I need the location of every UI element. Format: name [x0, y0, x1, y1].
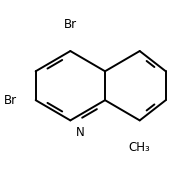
Text: Br: Br	[64, 18, 77, 31]
Text: Br: Br	[4, 94, 17, 107]
Text: N: N	[76, 126, 85, 139]
Text: CH₃: CH₃	[129, 141, 151, 154]
